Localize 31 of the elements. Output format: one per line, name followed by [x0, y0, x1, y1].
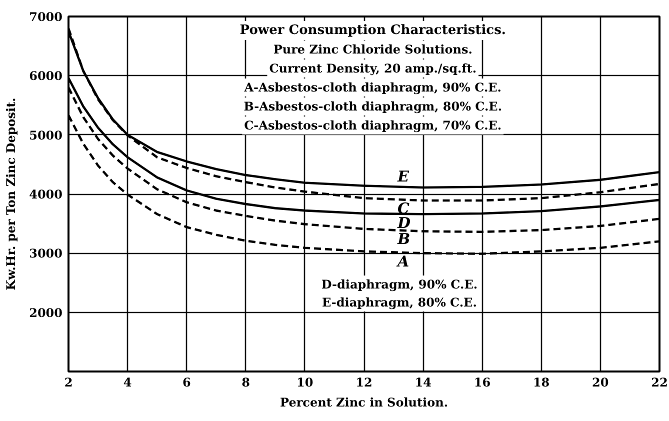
series-label: E: [396, 168, 410, 186]
x-tick-label: 16: [474, 376, 491, 390]
y-tick-label: 6000: [29, 69, 63, 84]
x-tick-label: 20: [592, 376, 609, 390]
x-tick-label: 22: [651, 376, 668, 390]
y-tick-label: 2000: [29, 306, 63, 320]
annotation: B-Asbestos-cloth diaphragm, 80% C.E.: [244, 100, 502, 114]
x-tick-label: 18: [532, 376, 550, 390]
x-tick-label: 8: [242, 376, 250, 390]
annotation: C-Asbestos-cloth diaphragm, 70% C.E.: [244, 118, 502, 132]
y-tick-label: 7000: [29, 10, 63, 24]
x-tick-label: 14: [414, 376, 432, 390]
text: Pure Zinc Chloride Solutions.: [273, 42, 472, 56]
y-tick-label: 4000: [29, 188, 63, 202]
annotation: A-Asbestos-cloth diaphragm, 90% C.E.: [243, 80, 502, 94]
annotation: E-diaphragm, 80% C.E.: [322, 296, 477, 310]
y-tick-label: 5000: [29, 128, 63, 142]
annotation: D-diaphragm, 90% C.E.: [321, 278, 478, 292]
annotation: Current Density, 20 amp./sq.ft.: [269, 62, 477, 76]
series-label: A: [396, 252, 410, 270]
x-tick-label: 12: [356, 376, 372, 390]
series-label: D: [396, 214, 411, 232]
text: Power Consumption Characteristics.: [240, 23, 506, 38]
x-tick-label: 2: [64, 376, 73, 390]
x-tick-label: 10: [296, 376, 314, 390]
x-tick-label: 4: [123, 376, 132, 390]
x-axis-title: Percent Zinc in Solution.: [280, 396, 448, 410]
y-axis-title: Kw.Hr. per Ton Zinc Deposit.: [4, 98, 18, 290]
y-tick-label: 3000: [29, 246, 63, 261]
series-label: B: [396, 230, 410, 248]
x-tick-label: 6: [182, 376, 191, 390]
